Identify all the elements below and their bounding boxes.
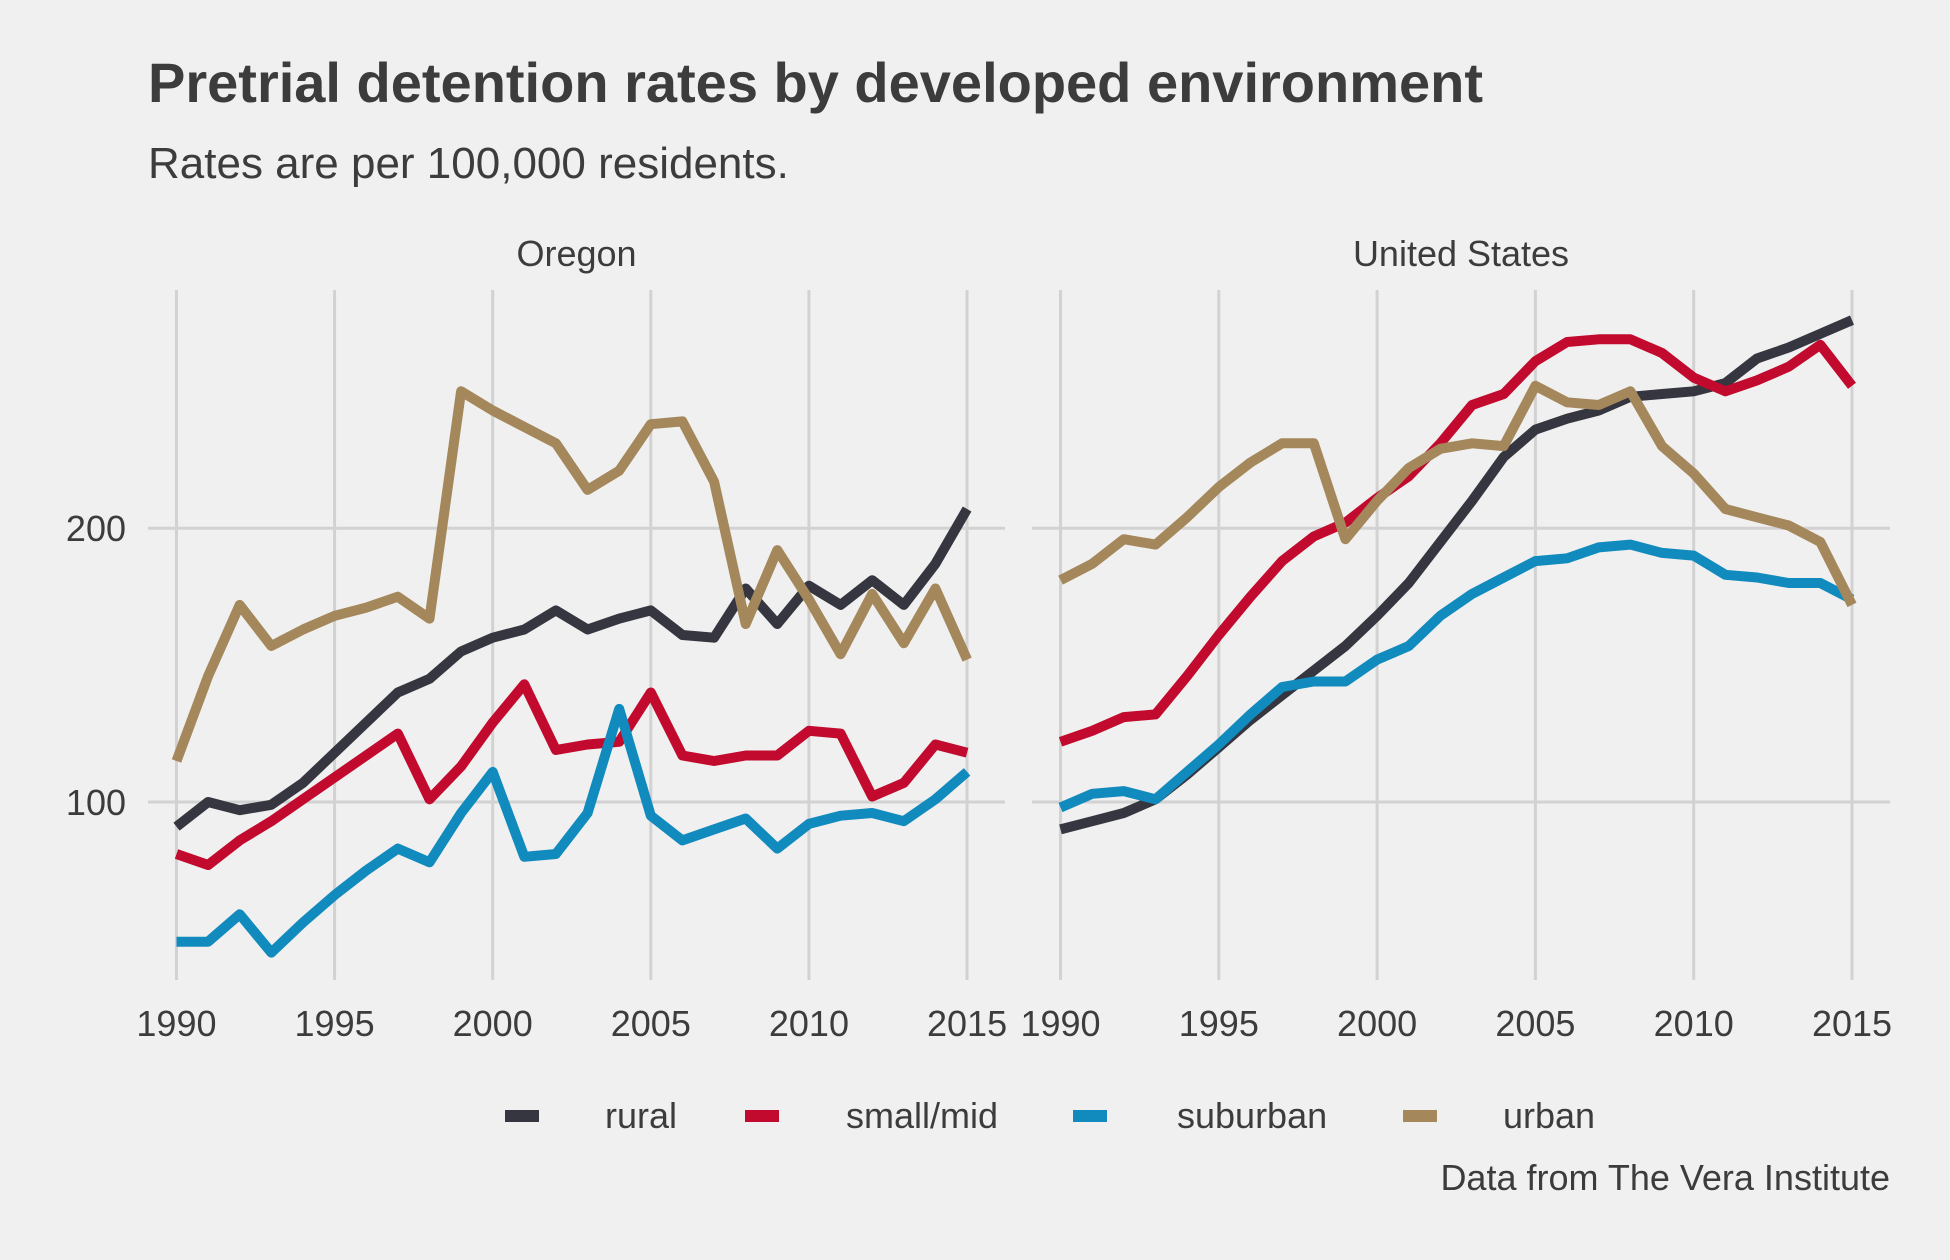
legend: rural small/mid suburban urban [505,1095,1595,1136]
panel-oregon: Oregon 1990 1995 2000 2005 2010 2015 100 200 [66,233,1007,1044]
legend-label-rural: rural [605,1095,677,1136]
x-tick-label-1990-united-states: 1990 [1020,1003,1100,1044]
series-line-small-mid-oregon [174,679,969,870]
x-tick-label-1995-united-states: 1995 [1179,1003,1259,1044]
panel-united-states: United States 1990 1995 2000 2005 2010 2015 [1020,233,1892,1044]
x-tick-label-2010-oregon: 2010 [769,1003,849,1044]
series-line-suburban-oregon [176,703,971,958]
series-line-rural-oregon [173,506,972,831]
x-tick-label-2000-united-states: 2000 [1337,1003,1417,1044]
series-line-urban-oregon [171,386,972,763]
x-tick-label-1990-oregon: 1990 [136,1003,216,1044]
chart-caption: Data from The Vera Institute [1440,1157,1890,1198]
x-tick-label-2015-oregon: 2015 [927,1003,1007,1044]
facet-label-united-states: United States [1353,233,1569,274]
legend-label-small-mid: small/mid [846,1095,998,1136]
x-tick-label-2005-united-states: 2005 [1495,1003,1575,1044]
x-tick-label-2005-oregon: 2005 [611,1003,691,1044]
legend-label-suburban: suburban [1177,1095,1327,1136]
series-line-urban-united-states [1058,380,1857,608]
facet-label-oregon: Oregon [516,233,636,274]
legend-label-urban: urban [1503,1095,1595,1136]
chart-title: Pretrial detention rates by developed en… [148,51,1483,114]
y-tick-label-100: 100 [66,782,126,823]
x-tick-label-1995-oregon: 1995 [295,1003,375,1044]
x-tick-label-2015-united-states: 2015 [1812,1003,1892,1044]
x-tick-label-2010-united-states: 2010 [1654,1003,1734,1044]
panels-layer: Oregon 1990 1995 2000 2005 2010 2015 100 200 Unit… [66,233,1892,1044]
x-tick-label-2000-oregon: 2000 [453,1003,533,1044]
y-tick-label-200: 200 [66,508,126,549]
series-line-small-mid-united-states [1058,334,1856,747]
series-line-suburban-united-states [1058,539,1855,813]
chart-subtitle: Rates are per 100,000 residents. [148,139,789,188]
